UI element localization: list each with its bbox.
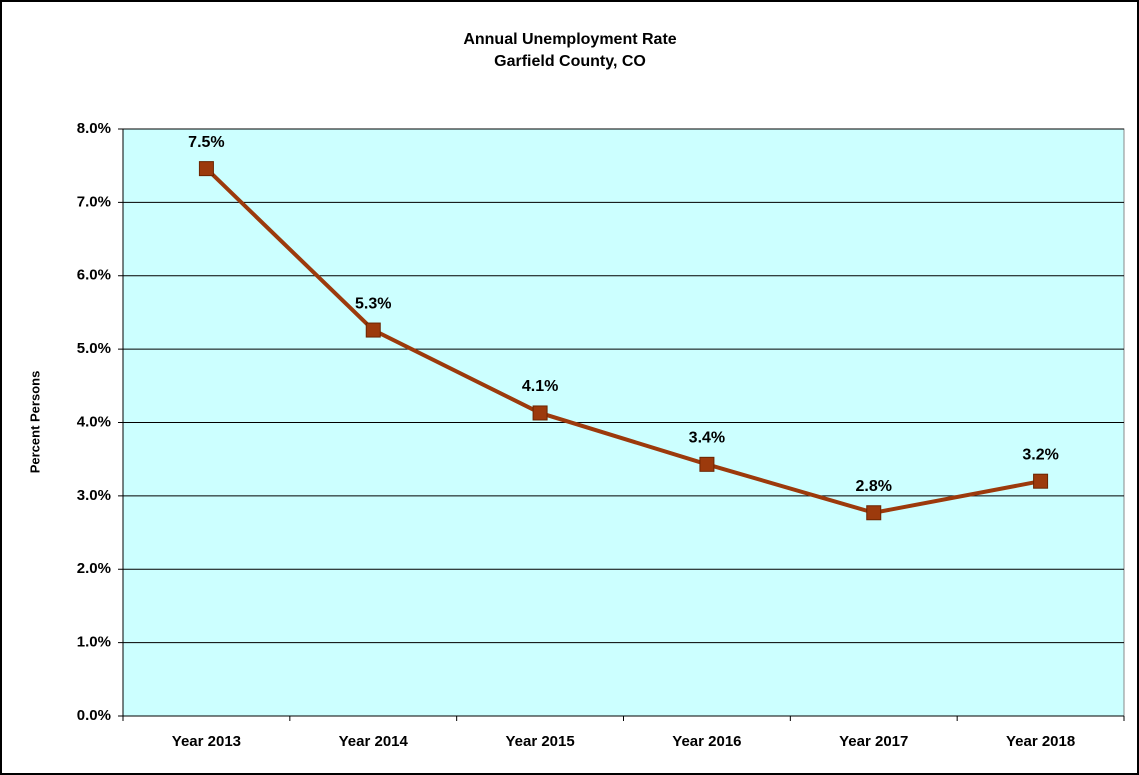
data-point	[198, 161, 214, 177]
data-point	[1033, 473, 1049, 489]
y-tick-label: 7.0%	[77, 193, 111, 210]
x-tick-label: Year 2016	[672, 733, 741, 750]
y-tick-label: 2.0%	[77, 560, 111, 577]
series-line	[205, 167, 1041, 515]
y-tick-label: 6.0%	[77, 267, 111, 284]
data-label: 3.4%	[689, 430, 725, 447]
x-tick-label: Year 2013	[172, 733, 241, 750]
x-tick-label: Year 2018	[1006, 733, 1075, 750]
data-point	[866, 505, 882, 521]
chart-subtitle: Garfield County, CO	[494, 53, 646, 70]
data-point	[365, 322, 381, 338]
data-point	[699, 456, 715, 472]
x-tick-label: Year 2017	[839, 733, 908, 750]
data-label: 3.2%	[1022, 446, 1058, 463]
y-tick-label: 5.0%	[77, 340, 111, 357]
y-tick-label: 3.0%	[77, 487, 111, 504]
data-label: 5.3%	[355, 295, 391, 312]
y-tick-label: 0.0%	[77, 707, 111, 724]
y-axis-label: Percent Persons	[27, 371, 42, 474]
data-label: 4.1%	[522, 378, 558, 395]
x-tick-label: Year 2014	[339, 733, 409, 750]
chart-title: Annual Unemployment Rate	[463, 31, 676, 48]
x-tick-label: Year 2015	[505, 733, 574, 750]
y-tick-label: 8.0%	[77, 120, 111, 137]
y-tick-label: 4.0%	[77, 413, 111, 430]
data-label: 7.5%	[188, 134, 224, 151]
data-point	[532, 405, 548, 421]
y-tick-label: 1.0%	[77, 634, 111, 651]
data-label: 2.8%	[856, 478, 892, 495]
